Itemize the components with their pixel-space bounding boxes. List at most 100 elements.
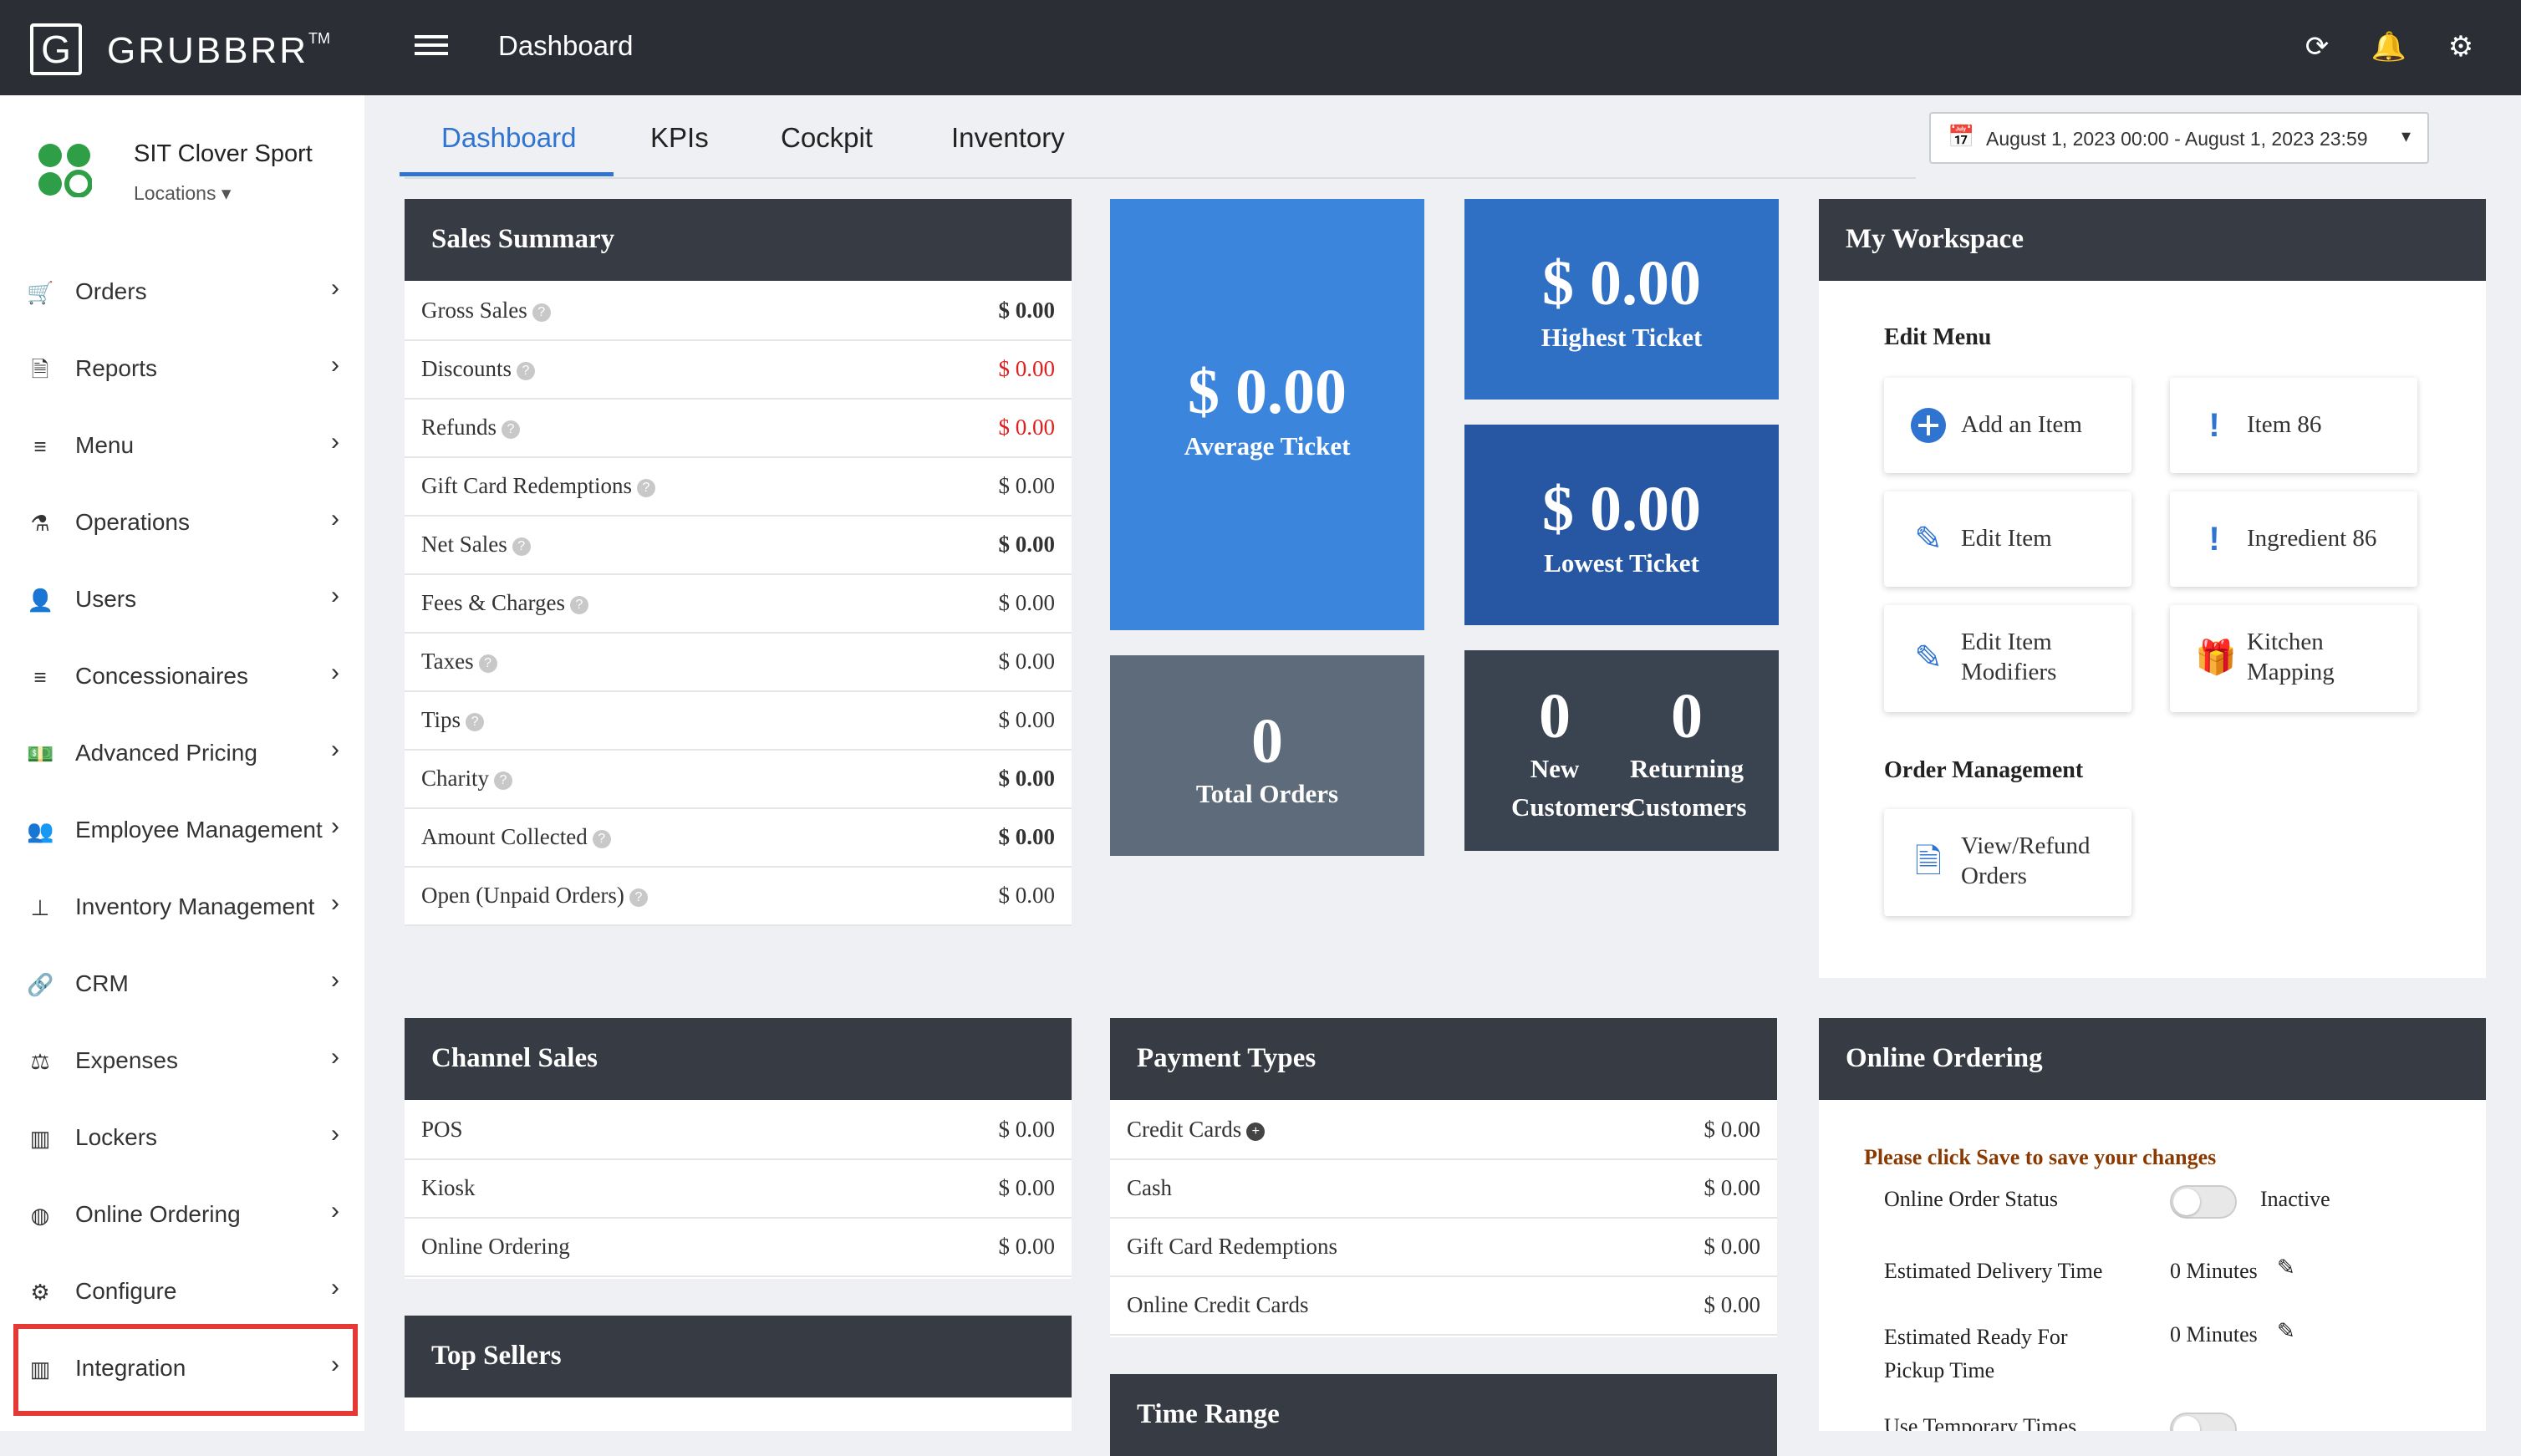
tab-dashboard[interactable]: Dashboard <box>441 122 577 153</box>
row-label: Net Sales? <box>421 532 531 557</box>
sidebar-item-configure[interactable]: ⚙ Configure › <box>0 1254 364 1331</box>
channel-sales-panel: Channel Sales POS $ 0.00 Kiosk $ 0.00 Online… <box>405 1018 1072 1279</box>
card-label: Kitchen Mapping <box>2247 627 2335 687</box>
help-icon[interactable]: ? <box>517 362 535 380</box>
row-label-text: Online Credit Cards <box>1127 1292 1309 1317</box>
help-icon[interactable]: ? <box>512 537 531 556</box>
edit-item-button[interactable]: ✎ Edit Item <box>1884 491 2131 587</box>
date-range-picker[interactable]: 📅 August 1, 2023 00:00 - August 1, 2023 … <box>1929 112 2429 164</box>
edit-pickup-time-pencil-icon[interactable]: ✎ <box>2277 1319 2295 1343</box>
temporary-times-label: Use Temporary Times <box>1884 1414 2077 1431</box>
hamburger-menu-icon[interactable] <box>415 30 448 64</box>
help-icon[interactable]: ? <box>636 479 655 497</box>
tab-kpis[interactable]: KPIs <box>650 122 709 153</box>
row-label-text: Charity <box>421 766 489 791</box>
card-label-line2: Modifiers <box>1961 659 2057 685</box>
store-name: SIT Clover Sport <box>134 140 313 167</box>
chevron-right-icon: › <box>331 659 339 686</box>
caret-down-icon: ▾ <box>221 182 232 204</box>
delivery-time-value: 0 Minutes <box>2170 1259 2258 1283</box>
sidebar-item-orders[interactable]: 🛒 Orders › <box>0 254 364 331</box>
sidebar-item-reports[interactable]: 🗎 Reports › <box>0 331 364 408</box>
chevron-right-icon: › <box>331 428 339 456</box>
temporary-times-toggle[interactable] <box>2170 1413 2237 1431</box>
online-order-status-toggle[interactable] <box>2170 1185 2237 1219</box>
chevron-right-icon: › <box>331 1120 339 1148</box>
row-label: Gift Card Redemptions <box>1127 1234 1337 1260</box>
delivery-time-label: Estimated Delivery Time <box>1884 1259 2103 1283</box>
sidebar-item-expenses[interactable]: ⚖ Expenses › <box>0 1023 364 1100</box>
sidebar-item-inventory-management[interactable]: ⊥ Inventory Management › <box>0 869 364 946</box>
item-86-button[interactable]: ! Item 86 <box>2170 378 2417 473</box>
calendar-icon: 📅 <box>1948 124 1975 149</box>
help-icon[interactable]: ? <box>502 420 520 439</box>
sidebar-item-label: Online Ordering <box>75 1201 241 1227</box>
locations-label: Locations <box>134 182 216 204</box>
grubbrr-logo-icon: G <box>30 23 82 75</box>
sidebar-item-concessionaires[interactable]: ≡ Concessionaires › <box>0 639 364 715</box>
tab-cockpit[interactable]: Cockpit <box>781 122 873 153</box>
table-row: Taxes? $ 0.00 <box>405 632 1072 692</box>
sidebar-item-label: Employee Management <box>75 817 323 843</box>
ingredient-86-button[interactable]: ! Ingredient 86 <box>2170 491 2417 587</box>
row-value: $ 0.00 <box>998 883 1056 908</box>
expand-plus-icon[interactable]: + <box>1246 1123 1266 1141</box>
chevron-right-icon: › <box>331 582 339 609</box>
tab-inventory[interactable]: Inventory <box>951 122 1065 153</box>
edit-item-modifiers-button[interactable]: ✎ Edit Item Modifiers <box>1884 605 2131 712</box>
help-icon[interactable]: ? <box>466 713 485 731</box>
top-sellers-header: Top Sellers <box>405 1316 1072 1397</box>
sidebar-item-online-ordering[interactable]: ◍ Online Ordering › <box>0 1177 364 1254</box>
store-selector[interactable]: SIT Clover Sport Locations ▾ <box>0 95 364 237</box>
view-refund-orders-button[interactable]: 🗎 View/Refund Orders <box>1884 809 2131 916</box>
bell-icon[interactable]: 🔔 <box>2371 31 2407 63</box>
scale-icon: ⚖ <box>30 1049 50 1074</box>
link-icon: 🔗 <box>27 972 54 997</box>
table-row: Amount Collected? $ 0.00 <box>405 807 1072 868</box>
row-label: Fees & Charges? <box>421 590 588 616</box>
row-value: $ 0.00 <box>998 298 1056 323</box>
help-icon[interactable]: ? <box>478 654 497 673</box>
edit-delivery-time-pencil-icon[interactable]: ✎ <box>2277 1255 2295 1280</box>
refresh-icon[interactable]: ⟳ <box>2305 31 2330 63</box>
panel-title: Channel Sales <box>431 1043 598 1073</box>
sidebar-item-label: Orders <box>75 278 147 304</box>
table-row: Charity? $ 0.00 <box>405 749 1072 809</box>
globe-icon: ◍ <box>30 1203 50 1228</box>
cart-icon: 🛒 <box>27 280 54 305</box>
sidebar-item-employee-management[interactable]: 👥 Employee Management › <box>0 792 364 869</box>
sidebar-item-operations[interactable]: ⚗ Operations › <box>0 485 364 562</box>
help-icon[interactable]: ? <box>592 830 611 848</box>
table-row: POS $ 0.00 <box>405 1100 1072 1160</box>
brand-name: GRUBBRRTM <box>107 30 330 72</box>
sidebar-item-label: Configure <box>75 1278 177 1304</box>
row-value: $ 0.00 <box>1704 1292 1761 1317</box>
help-icon[interactable]: ? <box>569 596 588 614</box>
help-icon[interactable]: ? <box>629 888 648 907</box>
online-order-status-label: Online Order Status <box>1884 1187 2058 1211</box>
add-item-button[interactable]: Add an Item <box>1884 378 2131 473</box>
chevron-right-icon: › <box>331 889 339 917</box>
exclamation-icon: ! <box>2208 521 2220 557</box>
online-ordering-panel: Online Ordering Please click Save to sav… <box>1819 1018 2486 1431</box>
sidebar-item-lockers[interactable]: ▥ Lockers › <box>0 1100 364 1177</box>
sidebar-item-menu[interactable]: ≡ Menu › <box>0 408 364 485</box>
page-title: Dashboard <box>498 30 634 61</box>
card-label-line2: Orders <box>1961 863 2027 889</box>
kitchen-mapping-button[interactable]: 🎁 Kitchen Mapping <box>2170 605 2417 712</box>
row-label-text: Taxes <box>421 649 474 674</box>
sidebar-item-integration[interactable]: ▥ Integration › <box>0 1331 364 1408</box>
help-icon[interactable]: ? <box>494 771 512 790</box>
locations-dropdown[interactable]: Locations ▾ <box>134 182 231 205</box>
help-icon[interactable]: ? <box>532 303 551 322</box>
sidebar-item-label: CRM <box>75 970 129 996</box>
gear-icon[interactable]: ⚙ <box>2447 31 2474 63</box>
top-bar: Dashboard ⟳ 🔔 ⚙ <box>364 0 2521 95</box>
average-ticket-value: $ 0.00 <box>1188 357 1347 427</box>
sidebar-item-advanced-pricing[interactable]: 💵 Advanced Pricing › <box>0 715 364 792</box>
sidebar-item-crm[interactable]: 🔗 CRM › <box>0 946 364 1023</box>
date-range-text: August 1, 2023 00:00 - August 1, 2023 23… <box>1986 128 2368 150</box>
chevron-right-icon: › <box>331 274 339 302</box>
sidebar-item-users[interactable]: 👤 Users › <box>0 562 364 639</box>
row-value: $ 0.00 <box>998 1175 1056 1200</box>
